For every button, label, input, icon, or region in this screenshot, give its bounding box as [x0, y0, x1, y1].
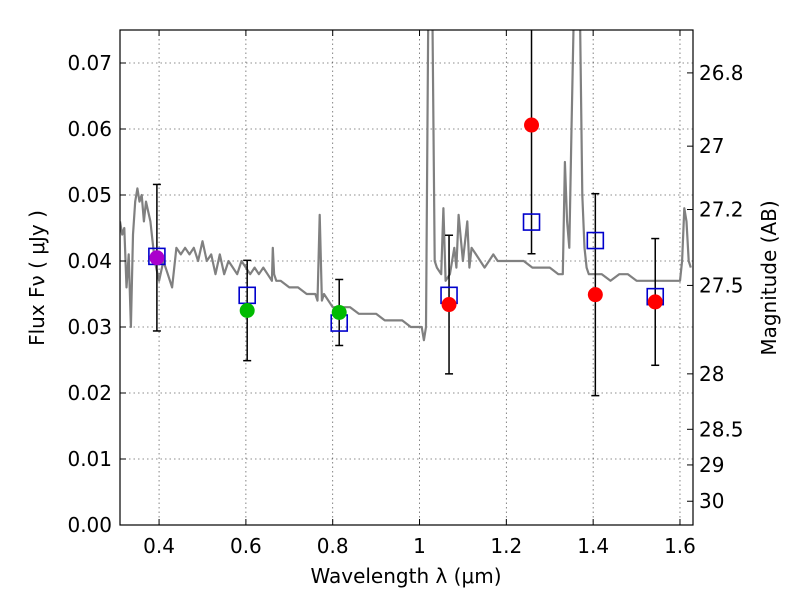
x-axis-label: Wavelength λ (μm) — [310, 564, 501, 588]
observed-flux-point — [587, 287, 603, 303]
x-tick-label: 1.6 — [664, 534, 696, 558]
x-tick-label: 0.4 — [143, 534, 175, 558]
model-flux-square — [522, 213, 541, 231]
y-tick-label: 0.04 — [67, 249, 112, 273]
y-tick-label: 0.05 — [67, 183, 112, 207]
magnitude-tick-label: 28 — [699, 362, 724, 386]
right-axis-label: Magnitude (AB) — [757, 200, 781, 355]
x-tick-label: 0.8 — [317, 534, 349, 558]
observed-flux-point — [441, 297, 457, 313]
observed-flux-point — [524, 117, 540, 133]
model-sed-curve — [120, 30, 692, 342]
magnitude-tick-label: 27.2 — [699, 198, 744, 222]
x-tick-label: 1.2 — [490, 534, 522, 558]
magnitude-axis-ticks: 26.8 27 27.2 27.5 28 28.5 29 30 — [687, 61, 744, 513]
observed-flux-point — [647, 294, 663, 310]
plot-frame — [119, 29, 694, 526]
y-tick-label: 0.02 — [67, 381, 112, 405]
y-tick-label: 0.07 — [67, 51, 112, 75]
x-axis-ticks: 0.4 0.6 0.8 1 1.2 1.4 1.6 — [143, 30, 696, 558]
y-tick-label: 0.00 — [67, 513, 112, 537]
x-tick-label: 1 — [413, 534, 426, 558]
magnitude-tick-label: 30 — [699, 489, 724, 513]
magnitude-tick-label: 27.5 — [699, 273, 744, 297]
y-tick-label: 0.01 — [67, 447, 112, 471]
x-tick-label: 1.4 — [577, 534, 609, 558]
observed-flux-markers — [149, 117, 663, 320]
observed-flux-point — [331, 304, 347, 320]
magnitude-tick-label: 27 — [699, 134, 724, 158]
observed-flux-point — [239, 303, 255, 318]
x-tick-label: 0.6 — [230, 534, 262, 558]
model-flux-markers — [148, 213, 665, 332]
magnitude-tick-label: 28.5 — [699, 417, 744, 441]
model-flux-square — [586, 231, 605, 250]
y-tick-label: 0.06 — [67, 117, 112, 141]
y-axis-label: Flux Fν ( μJy ) — [25, 210, 49, 346]
y-tick-label: 0.03 — [67, 315, 112, 339]
y-axis-ticks: 0.00 0.01 0.02 0.03 0.04 0.05 0.06 0.07 — [67, 51, 126, 537]
model-sed-layer — [120, 30, 692, 342]
observed-flux-point — [149, 250, 165, 266]
magnitude-tick-label: 29 — [699, 453, 724, 477]
magnitude-tick-label: 26.8 — [699, 61, 744, 85]
